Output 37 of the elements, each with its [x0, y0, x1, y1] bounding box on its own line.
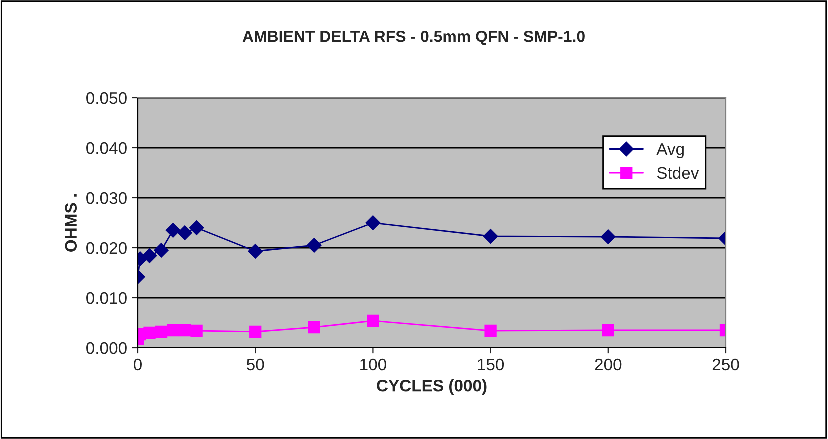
point	[483, 229, 498, 244]
y-tick-label: 0.000	[86, 342, 127, 354]
y-tick-label: 0.010	[86, 292, 127, 304]
point	[178, 226, 192, 240]
point	[248, 244, 263, 259]
point	[178, 324, 192, 337]
point	[189, 220, 204, 236]
point	[366, 216, 381, 230]
y-tick-label: 0.030	[86, 192, 127, 204]
legend-label: Stdev	[657, 166, 700, 180]
y-axis-title: OHMS .	[65, 194, 78, 252]
y-tick-label: 0.040	[86, 142, 127, 154]
point	[484, 324, 497, 338]
point	[307, 238, 322, 253]
x-axis-title: CYCLES (000)	[377, 380, 487, 396]
y-tick-label: 0.020	[86, 242, 127, 254]
point	[367, 314, 380, 328]
point	[190, 324, 203, 338]
x-tick-label: 150	[478, 358, 504, 371]
point	[308, 321, 320, 334]
chart-title: AMBIENT DELTA RFS - 0.5mm QFN - SMP-1.0	[242, 30, 585, 46]
point	[602, 324, 614, 337]
x-tick-label: 0	[134, 358, 142, 371]
x-tick-label: 50	[247, 358, 264, 371]
x-tick-label: 100	[360, 358, 386, 371]
x-tick-label: 250	[712, 358, 740, 371]
point	[601, 230, 616, 244]
x-tick-label: 200	[595, 358, 622, 371]
point	[250, 326, 262, 338]
point	[144, 326, 156, 340]
y-tick-label: 0.050	[86, 92, 127, 104]
point	[154, 243, 169, 258]
point	[142, 248, 158, 264]
legend-label: Avg	[656, 144, 684, 159]
point	[167, 324, 180, 337]
point	[166, 223, 181, 238]
point	[155, 326, 168, 338]
